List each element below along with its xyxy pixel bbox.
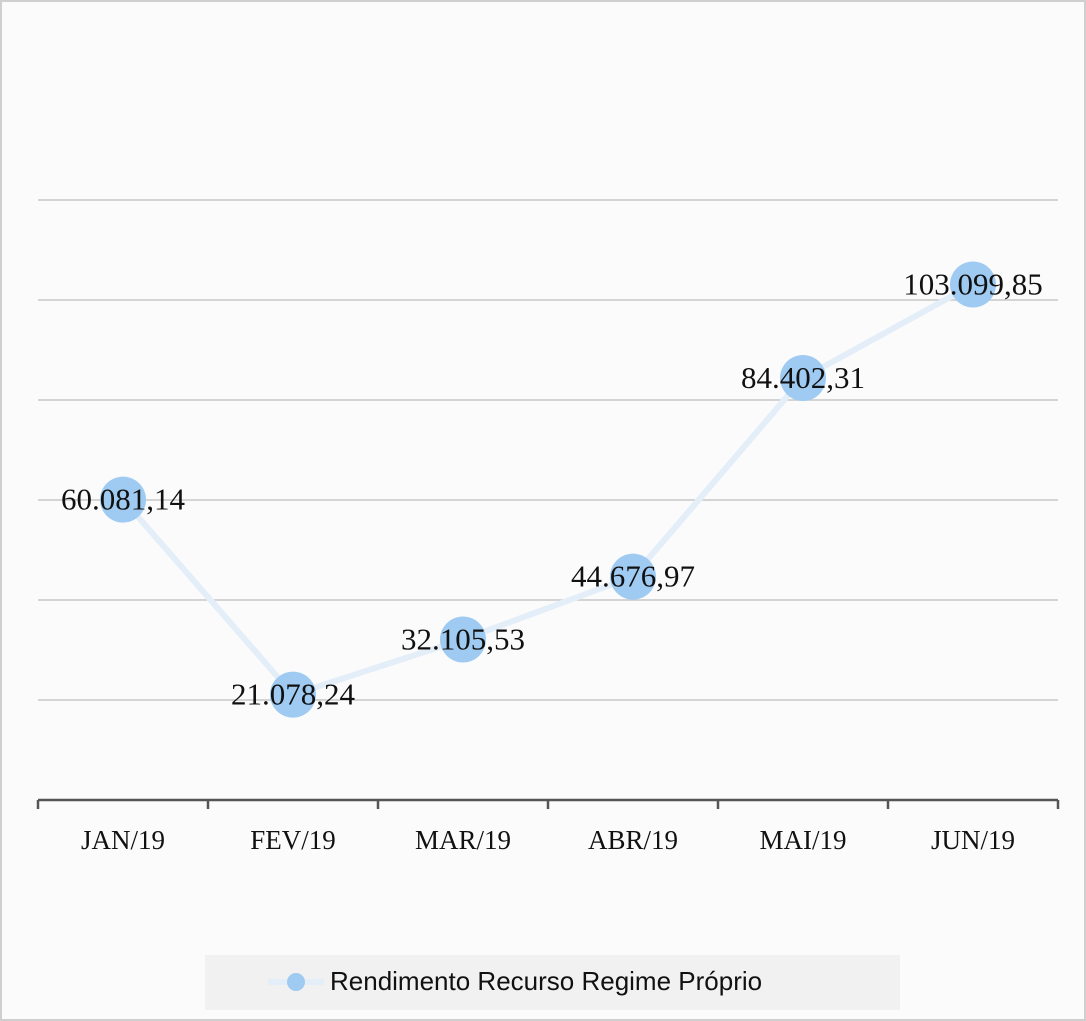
data-label: 60.081,14: [61, 482, 186, 517]
data-point: [440, 616, 486, 663]
data-point: [270, 671, 316, 718]
x-tick-label: ABR/19: [588, 825, 678, 855]
data-label: 103.099,85: [903, 267, 1043, 302]
legend-marker: [287, 973, 305, 991]
series-line: [120, 281, 975, 699]
data-point: [950, 261, 996, 308]
x-tick-label: MAR/19: [415, 825, 511, 855]
data-label: 32.105,53: [401, 622, 525, 657]
data-point: [100, 476, 146, 523]
x-tick-label: JAN/19: [81, 825, 165, 855]
legend-label: Rendimento Recurso Regime Próprio: [330, 966, 762, 996]
x-tick-label: FEV/19: [250, 825, 336, 855]
data-label: 21.078,24: [231, 677, 356, 712]
data-label: 44.676,97: [571, 559, 695, 594]
data-label: 84.402,31: [741, 360, 865, 395]
x-tick-label: JUN/19: [931, 825, 1015, 855]
x-tick-label: MAI/19: [760, 825, 847, 855]
data-point: [610, 553, 656, 600]
data-point: [780, 354, 826, 401]
